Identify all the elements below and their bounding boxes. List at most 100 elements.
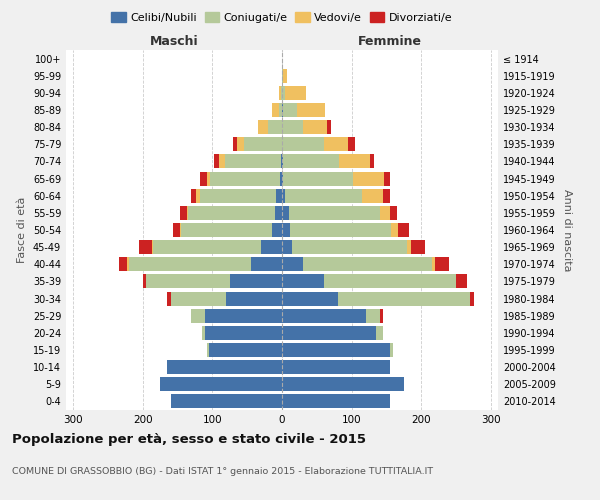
Bar [282, 206, 289, 220]
Bar [390, 343, 394, 357]
Bar [324, 274, 456, 288]
Bar [380, 308, 383, 322]
Bar [283, 68, 287, 82]
Bar [286, 86, 307, 100]
Bar [339, 154, 370, 168]
Bar [281, 154, 282, 168]
Text: Maschi: Maschi [149, 36, 199, 49]
Bar [257, 120, 268, 134]
Bar [237, 138, 244, 151]
Bar [282, 138, 324, 151]
Bar [303, 258, 432, 272]
Bar [456, 274, 467, 288]
Bar [279, 86, 281, 100]
Bar [283, 172, 353, 185]
Bar [153, 240, 261, 254]
Bar [230, 274, 282, 288]
Bar [139, 240, 152, 254]
Bar [167, 292, 170, 306]
Bar [286, 188, 362, 202]
Bar [282, 258, 303, 272]
Bar [272, 103, 278, 117]
Bar [143, 274, 146, 288]
Bar [370, 154, 374, 168]
Bar [376, 326, 383, 340]
Bar [383, 188, 390, 202]
Bar [282, 378, 404, 392]
Bar [282, 154, 283, 168]
Bar [327, 120, 331, 134]
Bar [170, 292, 226, 306]
Bar [146, 274, 230, 288]
Bar [282, 103, 283, 117]
Bar [365, 308, 380, 322]
Bar [282, 274, 324, 288]
Bar [362, 188, 383, 202]
Bar [214, 154, 219, 168]
Bar [119, 258, 127, 272]
Bar [411, 240, 425, 254]
Bar [289, 206, 380, 220]
Y-axis label: Fasce di età: Fasce di età [17, 197, 27, 263]
Bar [207, 172, 210, 185]
Bar [298, 103, 325, 117]
Bar [179, 223, 181, 237]
Bar [181, 223, 272, 237]
Bar [280, 172, 282, 185]
Bar [200, 188, 277, 202]
Bar [281, 86, 282, 100]
Bar [282, 120, 303, 134]
Bar [324, 138, 348, 151]
Bar [127, 258, 129, 272]
Bar [205, 326, 282, 340]
Bar [338, 292, 470, 306]
Bar [303, 120, 327, 134]
Bar [244, 138, 282, 151]
Bar [226, 292, 282, 306]
Text: Femmine: Femmine [358, 36, 422, 49]
Bar [196, 188, 200, 202]
Bar [219, 154, 225, 168]
Bar [225, 154, 281, 168]
Bar [129, 258, 251, 272]
Bar [282, 394, 390, 408]
Bar [398, 223, 409, 237]
Bar [290, 223, 391, 237]
Bar [282, 292, 338, 306]
Bar [282, 308, 365, 322]
Bar [282, 326, 376, 340]
Bar [391, 223, 398, 237]
Bar [380, 206, 390, 220]
Bar [268, 120, 282, 134]
Bar [282, 240, 292, 254]
Bar [282, 68, 283, 82]
Bar [390, 206, 397, 220]
Bar [278, 103, 282, 117]
Bar [282, 86, 286, 100]
Bar [292, 240, 407, 254]
Bar [208, 343, 209, 357]
Bar [202, 326, 205, 340]
Bar [275, 206, 282, 220]
Bar [191, 308, 205, 322]
Bar [200, 172, 207, 185]
Y-axis label: Anni di nascita: Anni di nascita [562, 188, 572, 271]
Bar [282, 172, 283, 185]
Bar [205, 308, 282, 322]
Bar [282, 360, 390, 374]
Bar [385, 172, 390, 185]
Bar [353, 172, 385, 185]
Text: COMUNE DI GRASSOBBIO (BG) - Dati ISTAT 1° gennaio 2015 - Elaborazione TUTTITALIA: COMUNE DI GRASSOBBIO (BG) - Dati ISTAT 1… [12, 468, 433, 476]
Bar [187, 206, 188, 220]
Bar [210, 172, 280, 185]
Bar [251, 258, 282, 272]
Bar [282, 343, 390, 357]
Bar [277, 188, 282, 202]
Bar [283, 103, 298, 117]
Bar [272, 223, 282, 237]
Bar [152, 240, 153, 254]
Bar [191, 188, 196, 202]
Bar [282, 188, 286, 202]
Bar [167, 360, 282, 374]
Bar [233, 138, 237, 151]
